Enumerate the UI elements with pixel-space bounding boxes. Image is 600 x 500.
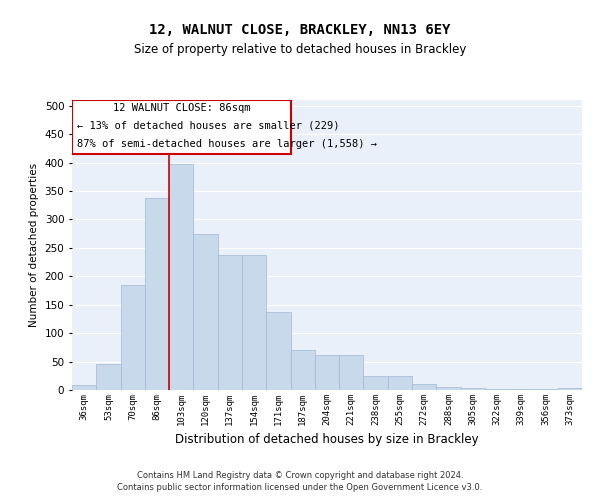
Bar (485, 389, 509, 390)
Bar (266, 312, 290, 390)
Bar (290, 350, 315, 390)
Bar (96, 364, 121, 390)
Bar (388, 376, 412, 390)
Bar (193, 234, 218, 390)
Bar (121, 285, 145, 390)
Bar (436, 387, 461, 390)
Bar (412, 384, 436, 390)
Bar (461, 388, 485, 390)
Bar (364, 376, 388, 390)
X-axis label: Distribution of detached houses by size in Brackley: Distribution of detached houses by size … (175, 434, 479, 446)
Text: 12, WALNUT CLOSE, BRACKLEY, NN13 6EY: 12, WALNUT CLOSE, BRACKLEY, NN13 6EY (149, 22, 451, 36)
Bar (558, 388, 582, 390)
Text: Size of property relative to detached houses in Brackley: Size of property relative to detached ho… (134, 42, 466, 56)
Y-axis label: Number of detached properties: Number of detached properties (29, 163, 39, 327)
Bar (169, 164, 193, 390)
Bar (315, 354, 339, 390)
Text: ← 13% of detached houses are smaller (229): ← 13% of detached houses are smaller (22… (77, 121, 340, 131)
Bar (339, 354, 364, 390)
Bar (242, 254, 266, 390)
Text: 87% of semi-detached houses are larger (1,558) →: 87% of semi-detached houses are larger (… (77, 140, 377, 149)
Bar (145, 198, 169, 390)
Text: Contains HM Land Registry data © Crown copyright and database right 2024.
Contai: Contains HM Land Registry data © Crown c… (118, 471, 482, 492)
Bar (72, 386, 96, 390)
Bar (218, 254, 242, 390)
Bar (509, 389, 533, 390)
FancyBboxPatch shape (72, 100, 290, 154)
Text: 12 WALNUT CLOSE: 86sqm: 12 WALNUT CLOSE: 86sqm (113, 103, 250, 113)
